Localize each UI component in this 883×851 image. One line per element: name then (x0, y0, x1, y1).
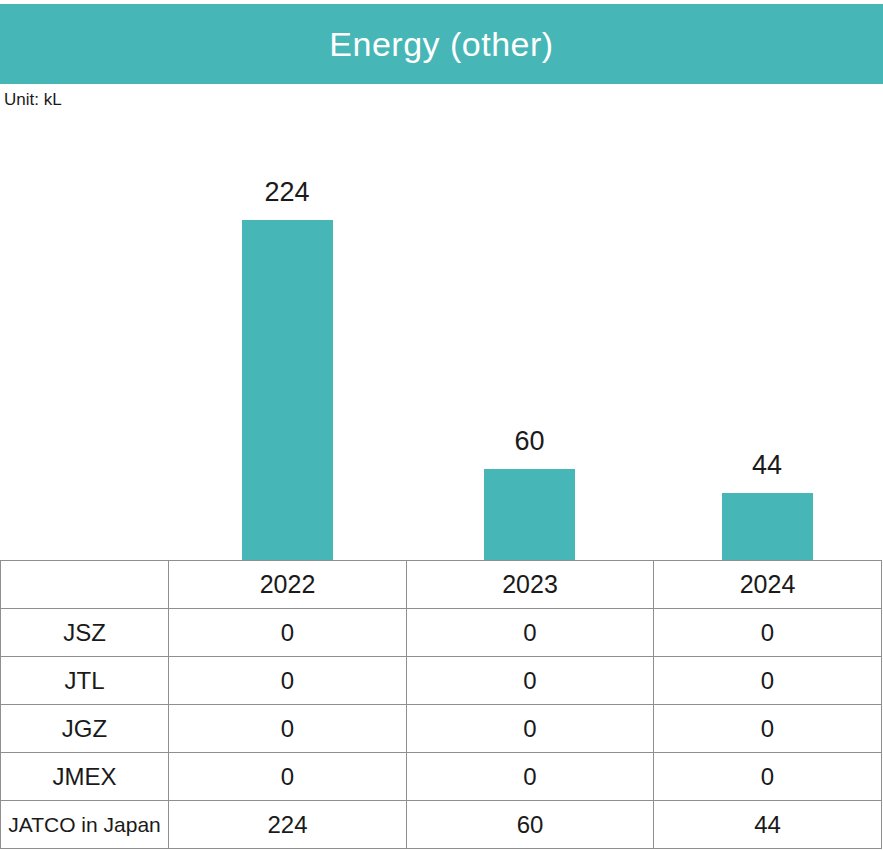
table-cell: 0 (407, 753, 654, 801)
data-table: 2022 2023 2024 JSZ 0 0 0 JTL 0 0 0 JGZ 0… (0, 560, 882, 849)
column-header-2024: 2024 (654, 561, 882, 609)
energy-other-chart-panel: Energy (other) Unit: kL 224 60 44 2022 2… (0, 0, 883, 851)
bar-group-2022: 224 (168, 160, 406, 560)
table-row-jsz: JSZ 0 0 0 (1, 609, 882, 657)
table-corner-cell (1, 561, 169, 609)
table-cell: 0 (407, 705, 654, 753)
unit-label: Unit: kL (4, 90, 62, 110)
table-row-jgz: JGZ 0 0 0 (1, 705, 882, 753)
table-cell: 60 (407, 801, 654, 849)
bar-2023 (484, 469, 575, 560)
bar-2024 (722, 493, 813, 560)
table-cell: 0 (169, 753, 407, 801)
column-header-2023: 2023 (407, 561, 654, 609)
table-cell: 0 (654, 705, 882, 753)
chart-title-banner: Energy (other) (0, 4, 883, 84)
row-label-jgz: JGZ (1, 705, 169, 753)
bar-2022 (242, 220, 333, 560)
row-label-jsz: JSZ (1, 609, 169, 657)
chart-title: Energy (other) (329, 25, 553, 64)
bar-group-2023: 60 (406, 160, 653, 560)
bar-value-label-2023: 60 (514, 428, 544, 455)
table-cell: 0 (407, 609, 654, 657)
bar-value-label-2022: 224 (264, 179, 309, 206)
table-cell: 44 (654, 801, 882, 849)
row-label-jmex: JMEX (1, 753, 169, 801)
table-row-jtl: JTL 0 0 0 (1, 657, 882, 705)
table-cell: 0 (169, 657, 407, 705)
table-cell: 0 (169, 705, 407, 753)
table-row-jmex: JMEX 0 0 0 (1, 753, 882, 801)
table-cell: 0 (654, 753, 882, 801)
column-header-2022: 2022 (169, 561, 407, 609)
table-cell: 0 (169, 609, 407, 657)
row-label-jatco-in-japan: JATCO in Japan (1, 801, 169, 849)
bar-chart: 224 60 44 (168, 160, 881, 560)
row-label-jtl: JTL (1, 657, 169, 705)
bar-value-label-2024: 44 (752, 452, 782, 479)
table-cell: 0 (654, 609, 882, 657)
table-header-row: 2022 2023 2024 (1, 561, 882, 609)
table-cell: 0 (654, 657, 882, 705)
table-row-jatco-in-japan: JATCO in Japan 224 60 44 (1, 801, 882, 849)
table-cell: 0 (407, 657, 654, 705)
bar-group-2024: 44 (653, 160, 881, 560)
table-cell: 224 (169, 801, 407, 849)
